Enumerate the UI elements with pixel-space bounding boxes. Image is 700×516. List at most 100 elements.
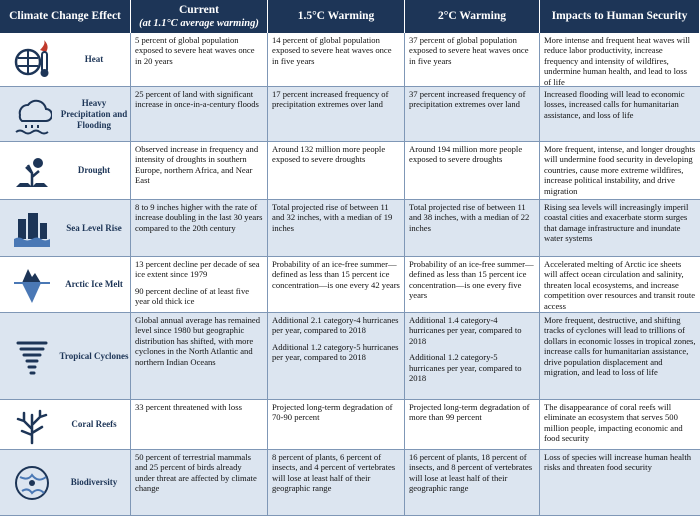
cell-text: 50 percent of terrestrial mammals and 25… <box>135 452 257 494</box>
cell-text: Projected long-term degradation of more … <box>409 402 530 423</box>
cell-text: More frequent, intense, and longer droug… <box>544 144 696 196</box>
table-cell: 25 percent of land with significant incr… <box>131 87 268 141</box>
table-row: Arctic Ice Melt 13 percent decline per de… <box>0 257 700 313</box>
cell-text: Additional 2.1 category-4 hurricanes per… <box>272 315 399 336</box>
cell-text: Probability of an ice-free summer—define… <box>409 259 534 301</box>
table-row: Heavy Precipitation and Flooding 25 perce… <box>0 87 700 142</box>
effect-icon <box>15 466 49 500</box>
cell-text: Additional 1.4 category-4 hurricanes per… <box>409 315 522 346</box>
effect-cell: Biodiversity <box>0 450 131 515</box>
table-cell: Observed increase in frequency and inten… <box>131 142 268 199</box>
table-cell: 37 percent of global population exposed … <box>405 33 540 86</box>
table-row: Heat 5 percent of global population expos… <box>0 33 700 87</box>
table-cell: 13 percent decline per decade of sea ice… <box>131 257 268 312</box>
cell-text: Projected long-term degradation of 70-90… <box>272 402 393 423</box>
table-cell: Increased flooding will lead to economic… <box>540 87 700 141</box>
cell-text: 8 percent of plants, 6 percent of insect… <box>272 452 396 494</box>
cell-text: Additional 1.2 category-5 hurricanes per… <box>409 352 522 384</box>
table-cell: Probability of an ice-free summer—define… <box>405 257 540 312</box>
table-cell: Loss of species will increase human heal… <box>540 450 700 515</box>
cell-text: 33 percent threatened with loss <box>135 402 242 412</box>
effect-icon <box>15 99 52 134</box>
table-row: Tropical Cyclones Global annual average h… <box>0 313 700 400</box>
cell-text: 25 percent of land with significant incr… <box>135 89 259 110</box>
effect-icon <box>14 269 50 303</box>
header-title: 2°C Warming <box>438 10 506 22</box>
effect-name: Heavy Precipitation and Flooding <box>60 97 128 130</box>
effect-cell: Tropical Cyclones <box>0 313 131 399</box>
effect-icon <box>14 212 50 247</box>
table-cell: Projected long-term degradation of 70-90… <box>268 400 405 449</box>
table-cell: Around 194 million more people exposed t… <box>405 142 540 199</box>
cell-text: Loss of species will increase human heal… <box>544 452 692 473</box>
cell-text: 37 percent of global population exposed … <box>409 35 529 66</box>
header-subtitle: (at 1.1°C average warming) <box>139 17 259 29</box>
cell-text: Rising sea levels will increasingly impe… <box>544 202 689 244</box>
header-cell: Impacts to Human Security <box>540 0 700 33</box>
table-cell: Additional 1.4 category-4 hurricanes per… <box>405 313 540 399</box>
effect-name: Sea Level Rise <box>66 222 122 233</box>
table-cell: Additional 2.1 category-4 hurricanes per… <box>268 313 405 399</box>
table-cell: 8 to 9 inches higher with the rate of in… <box>131 200 268 256</box>
cell-text: More frequent, destructive, and shifting… <box>544 315 696 378</box>
header-cell: Current (at 1.1°C average warming) <box>131 0 268 33</box>
effect-name: Tropical Cyclones <box>59 350 129 361</box>
table-row: Drought Observed increase in frequency an… <box>0 142 700 200</box>
table-row: Coral Reefs 33 percent threatened with lo… <box>0 400 700 450</box>
cell-text: 14 percent of global population exposed … <box>272 35 392 66</box>
cell-text: Observed increase in frequency and inten… <box>135 144 259 186</box>
header-cell: Climate Change Effect <box>0 0 131 33</box>
table-cell: Accelerated melting of Arctic ice sheets… <box>540 257 700 312</box>
cell-text: Increased flooding will lead to economic… <box>544 89 685 120</box>
table-row: Sea Level Rise 8 to 9 inches higher with … <box>0 200 700 257</box>
effect-name: Coral Reefs <box>71 419 117 429</box>
effect-icon <box>16 341 48 374</box>
table-cell: Total projected rise of between 11 and 3… <box>405 200 540 256</box>
cell-text: 17 percent increased frequency of precip… <box>272 89 389 110</box>
cell-text: 13 percent decline per decade of sea ice… <box>135 259 260 280</box>
effect-name: Heat <box>84 54 104 64</box>
effect-cell: Sea Level Rise <box>0 200 131 256</box>
table-cell: 37 percent increased frequency of precip… <box>405 87 540 141</box>
effect-name: Arctic Ice Melt <box>65 279 123 289</box>
cell-text: 90 percent decline of at least five year… <box>135 285 250 307</box>
header-cell: 1.5°C Warming <box>268 0 405 33</box>
effect-cell: Heavy Precipitation and Flooding <box>0 87 131 141</box>
effect-icon <box>16 409 48 445</box>
cell-text: Around 132 million more people exposed t… <box>272 144 386 165</box>
header-cell: 2°C Warming <box>405 0 540 33</box>
table-cell: More frequent, destructive, and shifting… <box>540 313 700 399</box>
cell-text: Additional 1.2 category-5 hurricanes per… <box>272 341 399 363</box>
table-cell: 16 percent of plants, 18 percent of inse… <box>405 450 540 515</box>
cell-text: The disappearance of coral reefs will el… <box>544 402 683 444</box>
cell-text: 37 percent increased frequency of precip… <box>409 89 526 110</box>
table-cell: 8 percent of plants, 6 percent of insect… <box>268 450 405 515</box>
effect-icon <box>14 40 49 77</box>
effect-name: Biodiversity <box>70 477 118 487</box>
cell-text: More intense and frequent heat waves wil… <box>544 35 691 87</box>
table-cell: 17 percent increased frequency of precip… <box>268 87 405 141</box>
table-cell: 5 percent of global population exposed t… <box>131 33 268 86</box>
effect-cell: Arctic Ice Melt <box>0 257 131 312</box>
effect-cell: Coral Reefs <box>0 400 131 449</box>
cell-text: 16 percent of plants, 18 percent of inse… <box>409 452 533 494</box>
table-cell: Rising sea levels will increasingly impe… <box>540 200 700 256</box>
table-cell: Around 132 million more people exposed t… <box>268 142 405 199</box>
table-cell: Total projected rise of between 11 and 3… <box>268 200 405 256</box>
table-cell: More intense and frequent heat waves wil… <box>540 33 700 87</box>
cell-text: 8 to 9 inches higher with the rate of in… <box>135 202 263 233</box>
table-cell: More frequent, intense, and longer droug… <box>540 142 700 199</box>
header-title: 1.5°C Warming <box>297 10 375 22</box>
header-title: Current <box>178 3 220 16</box>
cell-text: Total projected rise of between 11 and 3… <box>409 202 530 233</box>
cell-text: Around 194 million more people exposed t… <box>409 144 523 165</box>
table-row: Biodiversity 50 percent of terrestrial ma… <box>0 450 700 516</box>
cell-text: Global annual average has remained level… <box>135 315 261 367</box>
table-cell: 50 percent of terrestrial mammals and 25… <box>131 450 268 515</box>
cell-text: Accelerated melting of Arctic ice sheets… <box>544 259 696 311</box>
effect-cell: Drought <box>0 142 131 199</box>
cell-text: Probability of an ice-free summer—define… <box>272 259 400 290</box>
effect-icon <box>16 158 48 187</box>
header-title: Climate Change Effect <box>9 10 121 22</box>
